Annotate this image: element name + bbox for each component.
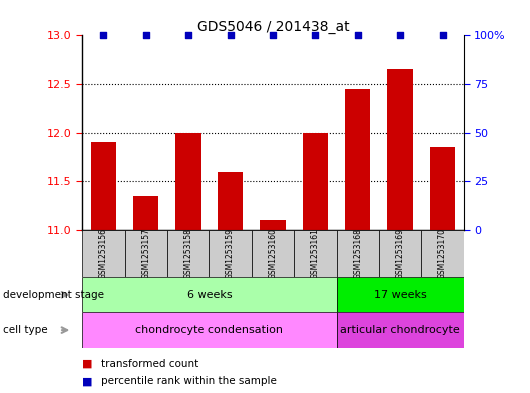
Bar <box>82 230 125 277</box>
Bar <box>133 196 158 230</box>
Point <box>142 32 150 39</box>
Text: development stage: development stage <box>3 290 104 300</box>
Bar <box>218 171 243 230</box>
Text: GSM1253156: GSM1253156 <box>99 228 108 279</box>
Bar <box>125 230 167 277</box>
Bar <box>252 230 294 277</box>
Point <box>226 32 235 39</box>
Point <box>354 32 362 39</box>
Text: transformed count: transformed count <box>101 358 198 369</box>
Text: GSM1253161: GSM1253161 <box>311 228 320 279</box>
Text: GSM1253170: GSM1253170 <box>438 228 447 279</box>
Bar <box>209 230 252 277</box>
Bar <box>421 230 464 277</box>
Bar <box>303 132 328 230</box>
Bar <box>337 277 464 312</box>
Title: GDS5046 / 201438_at: GDS5046 / 201438_at <box>197 20 349 34</box>
Bar <box>337 312 464 348</box>
Text: GSM1253168: GSM1253168 <box>354 228 362 279</box>
Text: chondrocyte condensation: chondrocyte condensation <box>135 325 284 335</box>
Text: cell type: cell type <box>3 325 47 335</box>
Bar <box>337 230 379 277</box>
Bar <box>387 70 413 230</box>
Point <box>396 32 404 39</box>
Text: articular chondrocyte: articular chondrocyte <box>340 325 460 335</box>
Text: ■: ■ <box>82 376 93 386</box>
Point <box>99 32 108 39</box>
Text: percentile rank within the sample: percentile rank within the sample <box>101 376 277 386</box>
Bar <box>175 132 201 230</box>
Text: GSM1253169: GSM1253169 <box>396 228 404 279</box>
Bar <box>260 220 286 230</box>
Text: GSM1253158: GSM1253158 <box>184 228 192 279</box>
Bar <box>345 89 370 230</box>
Text: 17 weeks: 17 weeks <box>374 290 427 300</box>
Bar <box>82 312 337 348</box>
Bar <box>379 230 421 277</box>
Point <box>438 32 447 39</box>
Text: 6 weeks: 6 weeks <box>187 290 232 300</box>
Bar <box>91 142 116 230</box>
Text: GSM1253157: GSM1253157 <box>142 228 150 279</box>
Bar <box>167 230 209 277</box>
Text: GSM1253159: GSM1253159 <box>226 228 235 279</box>
Point <box>269 32 277 39</box>
Text: ■: ■ <box>82 358 93 369</box>
Bar <box>294 230 337 277</box>
Text: GSM1253160: GSM1253160 <box>269 228 277 279</box>
Point <box>311 32 320 39</box>
Bar <box>82 277 337 312</box>
Point <box>184 32 192 39</box>
Bar <box>430 147 455 230</box>
